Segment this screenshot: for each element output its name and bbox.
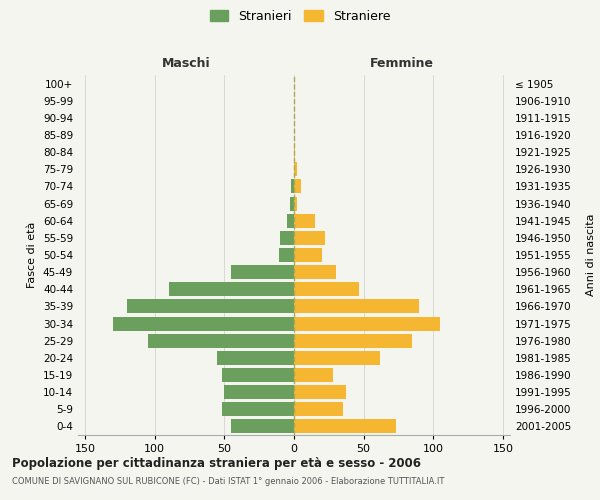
Bar <box>294 368 333 382</box>
Bar <box>169 282 294 296</box>
Text: Popolazione per cittadinanza straniera per età e sesso - 2006: Popolazione per cittadinanza straniera p… <box>12 458 421 470</box>
Bar <box>294 402 343 416</box>
Bar <box>294 162 297 176</box>
Bar <box>294 145 295 159</box>
Bar <box>231 420 294 434</box>
Bar <box>224 385 294 399</box>
Bar <box>294 316 440 330</box>
Bar <box>294 231 325 245</box>
Bar <box>294 300 419 314</box>
Legend: Stranieri, Straniere: Stranieri, Straniere <box>206 6 394 26</box>
Bar <box>294 282 359 296</box>
Bar <box>280 231 294 245</box>
Bar <box>294 248 322 262</box>
Bar <box>113 316 294 330</box>
Bar <box>294 420 396 434</box>
Bar <box>217 351 294 365</box>
Bar <box>294 265 336 279</box>
Bar <box>294 214 315 228</box>
Bar <box>291 180 294 194</box>
Bar <box>290 196 294 210</box>
Bar <box>278 248 294 262</box>
Bar <box>148 334 294 347</box>
Bar <box>294 196 297 210</box>
Bar <box>294 180 301 194</box>
Bar <box>294 334 412 347</box>
Bar <box>287 214 294 228</box>
Text: Maschi: Maschi <box>161 57 211 70</box>
Bar <box>294 351 380 365</box>
Text: COMUNE DI SAVIGNANO SUL RUBICONE (FC) - Dati ISTAT 1° gennaio 2006 - Elaborazion: COMUNE DI SAVIGNANO SUL RUBICONE (FC) - … <box>12 478 445 486</box>
Bar <box>294 385 346 399</box>
Bar <box>221 368 294 382</box>
Y-axis label: Anni di nascita: Anni di nascita <box>586 214 596 296</box>
Bar <box>231 265 294 279</box>
Text: Femmine: Femmine <box>370 57 434 70</box>
Bar <box>127 300 294 314</box>
Bar <box>221 402 294 416</box>
Y-axis label: Fasce di età: Fasce di età <box>28 222 37 288</box>
